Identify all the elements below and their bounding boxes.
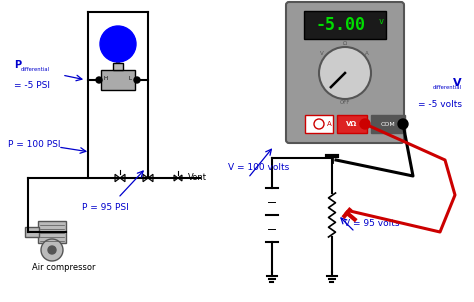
Text: V = 100 volts: V = 100 volts [228,163,289,172]
Text: Vent: Vent [188,174,207,182]
Bar [304,11,386,39]
Text: differential: differential [21,67,50,72]
Text: V = 95 volts: V = 95 volts [344,219,400,227]
Text: L: L [129,76,132,82]
FancyBboxPatch shape [286,2,404,143]
Text: VΩ: VΩ [346,121,358,127]
Circle shape [398,119,408,129]
Text: v: v [379,18,383,27]
Text: -5.00: -5.00 [316,16,366,34]
Text: OFF: OFF [340,100,350,105]
Circle shape [100,26,136,62]
Bar [25,227,39,237]
Circle shape [319,47,371,99]
Circle shape [41,239,63,261]
Polygon shape [120,174,125,182]
Text: Ω: Ω [343,41,347,46]
Polygon shape [174,175,178,181]
Circle shape [48,246,56,254]
Text: P = 95 PSI: P = 95 PSI [82,203,129,212]
Text: = -5 PSI: = -5 PSI [14,81,50,90]
Circle shape [134,77,140,83]
Text: A: A [327,121,331,127]
Text: V: V [453,78,462,88]
Bar [371,115,405,133]
Text: Air compressor: Air compressor [32,264,95,272]
Text: H: H [104,76,108,82]
Text: V: V [320,51,324,56]
Polygon shape [115,174,120,182]
Text: P: P [14,60,21,70]
Circle shape [96,77,102,83]
Bar [113,63,123,70]
Circle shape [314,119,324,129]
Polygon shape [143,174,148,182]
Text: COM: COM [381,121,395,127]
Bar [337,115,367,133]
Polygon shape [178,175,182,181]
Bar [38,221,66,243]
Text: differential: differential [433,85,462,90]
Text: A: A [365,51,369,56]
Text: = -5 volts: = -5 volts [418,100,462,109]
Polygon shape [148,174,153,182]
Bar [101,70,135,90]
Circle shape [360,119,370,129]
Bar [305,115,333,133]
Text: P = 100 PSI: P = 100 PSI [8,140,61,149]
